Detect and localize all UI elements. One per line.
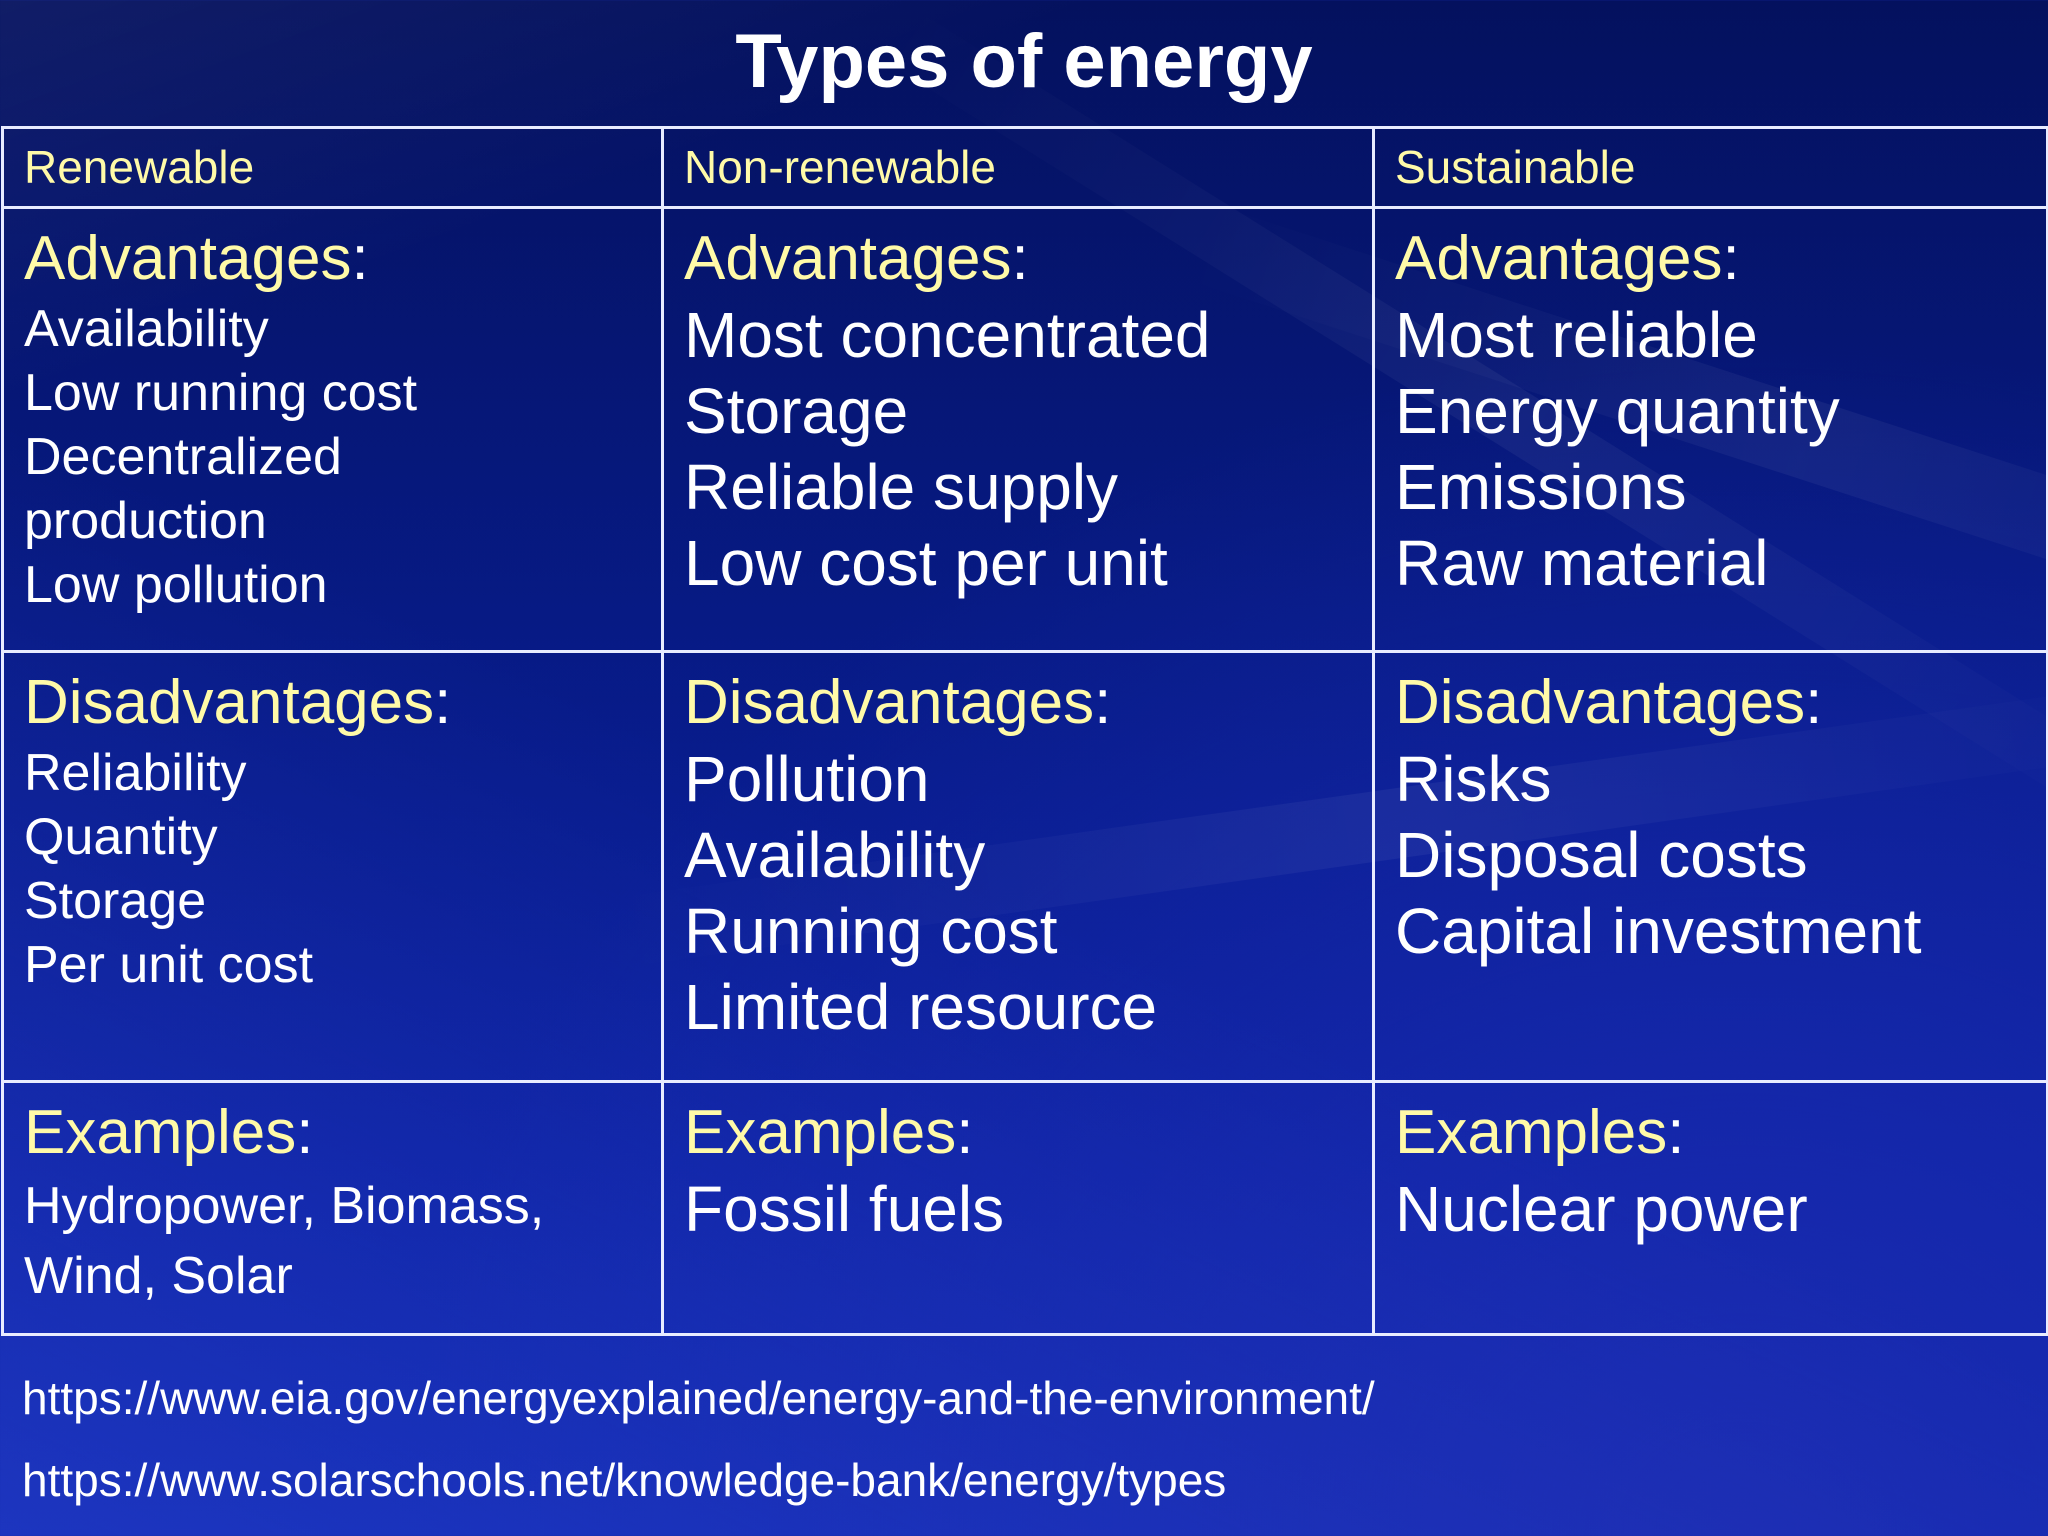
list-item: Limited resource xyxy=(684,971,1158,1043)
list-item: Raw material xyxy=(1395,527,1769,599)
list-item: Hydropower, Biomass, xyxy=(24,1177,545,1235)
list-item: Fossil fuels xyxy=(684,1173,1005,1245)
examples-label: Examples: xyxy=(684,1098,974,1167)
list-item: Low pollution xyxy=(24,556,328,614)
advantages-row: Advantages: Availability Low running cos… xyxy=(1,206,2048,653)
source-link-eia: https://www.eia.gov/energyexplained/ener… xyxy=(22,1372,1375,1424)
list-item: Risks xyxy=(1395,743,1552,815)
disadvantages-cell-sustainable: Disadvantages: Risks Disposal costs Capi… xyxy=(1372,650,2048,1083)
column-header: Non-renewable xyxy=(684,141,996,193)
list-item: Wind, Solar xyxy=(24,1247,293,1305)
list-item: Storage xyxy=(24,872,207,930)
list-item: Most concentrated xyxy=(684,299,1211,371)
list-item: Low running cost xyxy=(24,364,418,422)
list-item: Low cost per unit xyxy=(684,527,1168,599)
examples-cell-non-renewable: Examples: Fossil fuels xyxy=(661,1080,1375,1336)
list-item: Nuclear power xyxy=(1395,1173,1808,1245)
examples-label: Examples: xyxy=(24,1098,314,1167)
list-item: production xyxy=(24,492,267,550)
list-item: Reliable supply xyxy=(684,451,1119,523)
examples-cell-renewable: Examples: Hydropower, Biomass, Wind, Sol… xyxy=(1,1080,664,1336)
examples-row: Examples: Hydropower, Biomass, Wind, Sol… xyxy=(1,1080,2048,1336)
column-header: Renewable xyxy=(24,141,255,193)
list-item: Storage xyxy=(684,375,909,447)
column-header: Sustainable xyxy=(1395,141,1636,193)
list-item: Availability xyxy=(24,300,269,358)
advantages-cell-renewable: Advantages: Availability Low running cos… xyxy=(1,206,664,653)
header-cell-non-renewable: Non-renewable xyxy=(661,126,1375,209)
source-link-solarschools: https://www.solarschools.net/knowledge-b… xyxy=(22,1454,1227,1506)
disadvantages-label: Disadvantages: xyxy=(1395,668,1823,737)
list-item: Quantity xyxy=(24,808,218,866)
disadvantages-label: Disadvantages: xyxy=(24,668,452,737)
slide-title: Types of energy xyxy=(735,19,1313,104)
energy-types-table: Renewable Non-renewable Sustainable Adva… xyxy=(1,126,2048,1336)
advantages-label: Advantages: xyxy=(684,224,1029,293)
disadvantages-label: Disadvantages: xyxy=(684,668,1112,737)
advantages-cell-non-renewable: Advantages: Most concentrated Storage Re… xyxy=(661,206,1375,653)
list-item: Energy quantity xyxy=(1395,375,1840,447)
list-item: Capital investment xyxy=(1395,895,1922,967)
advantages-label: Advantages: xyxy=(1395,224,1740,293)
disadvantages-cell-non-renewable: Disadvantages: Pollution Availability Ru… xyxy=(661,650,1375,1083)
examples-label: Examples: xyxy=(1395,1098,1685,1167)
list-item: Per unit cost xyxy=(24,936,314,994)
list-item: Emissions xyxy=(1395,451,1687,523)
list-item: Disposal costs xyxy=(1395,819,1808,891)
list-item: Running cost xyxy=(684,895,1058,967)
list-item: Pollution xyxy=(684,743,930,815)
list-item: Decentralized xyxy=(24,428,342,486)
advantages-cell-sustainable: Advantages: Most reliable Energy quantit… xyxy=(1372,206,2048,653)
advantages-label: Advantages: xyxy=(24,224,369,293)
header-cell-sustainable: Sustainable xyxy=(1372,126,2048,209)
examples-cell-sustainable: Examples: Nuclear power xyxy=(1372,1080,2048,1336)
list-item: Availability xyxy=(684,819,986,891)
disadvantages-row: Disadvantages: Reliability Quantity Stor… xyxy=(1,650,2048,1083)
list-item: Most reliable xyxy=(1395,299,1758,371)
table-header-row: Renewable Non-renewable Sustainable xyxy=(1,126,2048,209)
disadvantages-cell-renewable: Disadvantages: Reliability Quantity Stor… xyxy=(1,650,664,1083)
list-item: Reliability xyxy=(24,744,247,802)
header-cell-renewable: Renewable xyxy=(1,126,664,209)
